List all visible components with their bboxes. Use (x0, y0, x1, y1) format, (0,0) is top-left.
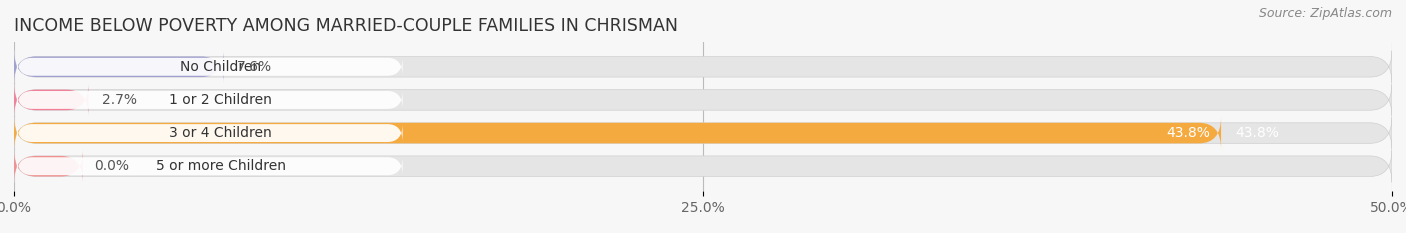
Text: 43.8%: 43.8% (1166, 126, 1211, 140)
Text: No Children: No Children (180, 60, 262, 74)
Text: Source: ZipAtlas.com: Source: ZipAtlas.com (1258, 7, 1392, 20)
FancyBboxPatch shape (17, 58, 402, 76)
Text: 43.8%: 43.8% (1234, 126, 1278, 140)
Text: 0.0%: 0.0% (94, 159, 129, 173)
Text: 5 or more Children: 5 or more Children (156, 159, 285, 173)
FancyBboxPatch shape (17, 124, 402, 142)
FancyBboxPatch shape (14, 117, 1392, 149)
FancyBboxPatch shape (14, 51, 224, 83)
Text: 1 or 2 Children: 1 or 2 Children (169, 93, 273, 107)
FancyBboxPatch shape (14, 117, 1220, 149)
FancyBboxPatch shape (14, 150, 1392, 182)
FancyBboxPatch shape (14, 150, 83, 182)
FancyBboxPatch shape (14, 51, 1392, 83)
Text: INCOME BELOW POVERTY AMONG MARRIED-COUPLE FAMILIES IN CHRISMAN: INCOME BELOW POVERTY AMONG MARRIED-COUPL… (14, 17, 678, 35)
FancyBboxPatch shape (14, 84, 1392, 116)
Text: 3 or 4 Children: 3 or 4 Children (169, 126, 273, 140)
FancyBboxPatch shape (14, 84, 89, 116)
Text: 7.6%: 7.6% (238, 60, 273, 74)
FancyBboxPatch shape (17, 157, 402, 175)
FancyBboxPatch shape (17, 91, 402, 109)
Text: 2.7%: 2.7% (103, 93, 138, 107)
